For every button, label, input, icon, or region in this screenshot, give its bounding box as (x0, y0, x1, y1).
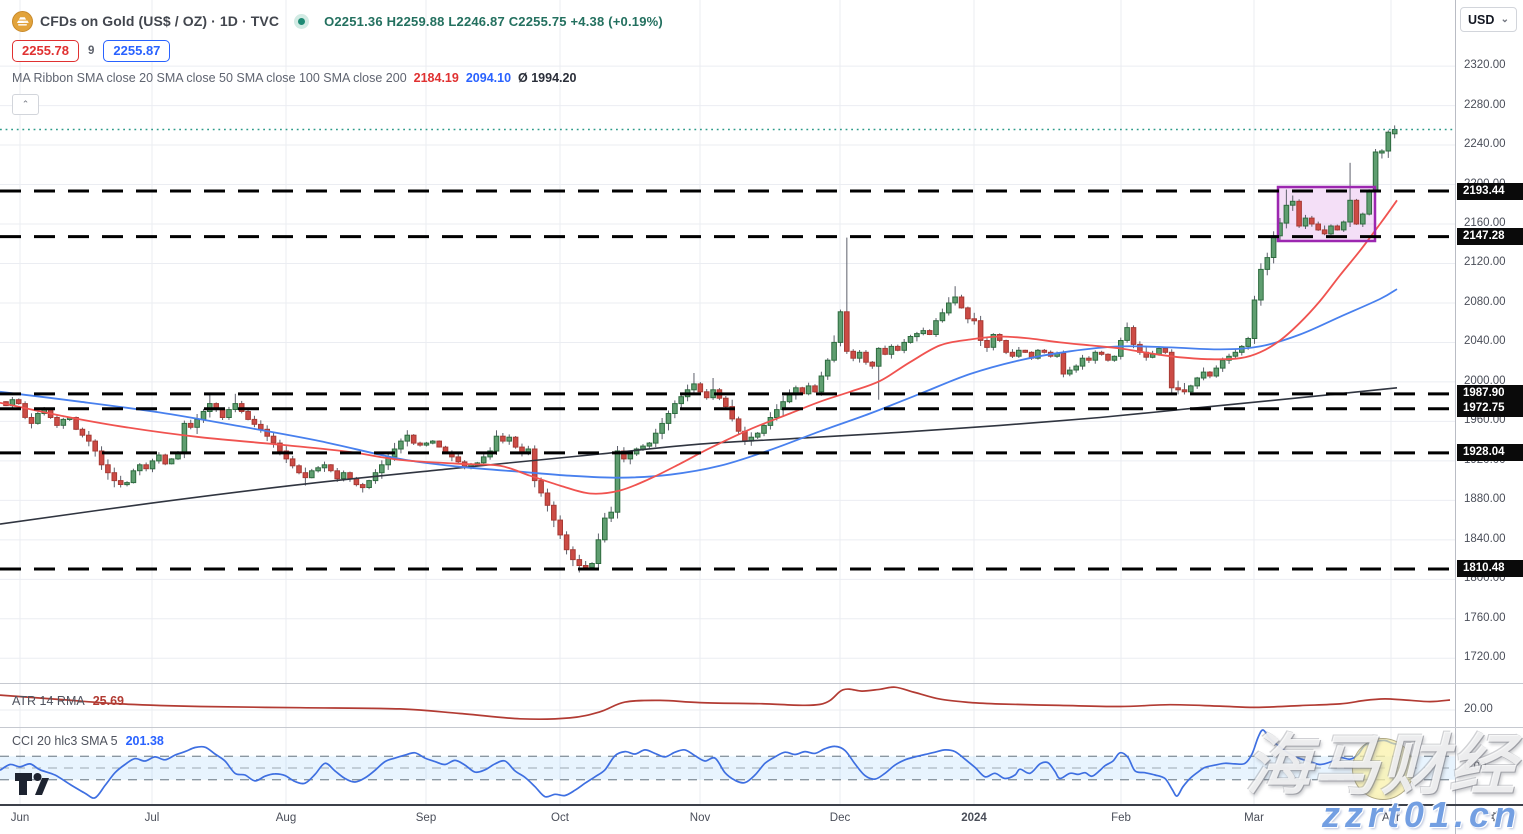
tradingview-logo[interactable] (14, 770, 50, 803)
x-axis-label: Oct (551, 812, 569, 824)
ma-ribbon-label: MA Ribbon SMA close 20 SMA close 50 SMA … (12, 71, 407, 85)
price-level-label: 1987.90 (1457, 385, 1523, 403)
ohlc-values: O2251.36 H2259.88 L2246.87 C2255.75 +4.3… (324, 13, 663, 29)
price-axis[interactable]: USD ⌄ 2320.002280.002240.002200.002160.0… (1455, 0, 1523, 834)
chevron-down-icon: ⌄ (1500, 14, 1509, 25)
price-tick: 2120.00 (1464, 256, 1506, 269)
gold-coin-icon (12, 10, 33, 32)
x-axis-label: 2024 (961, 812, 987, 824)
bar-countdown: 9 (88, 45, 95, 57)
cci-pane-legend[interactable]: CCI 20 hlc3 SMA 5 201.38 (12, 734, 164, 748)
x-axis-label: Aug (275, 812, 297, 824)
ma-value-slow: Ø 1994.20 (518, 71, 577, 85)
x-axis-label: Feb (1111, 812, 1131, 824)
watermark-stamp-circle (1352, 738, 1414, 800)
x-axis-label: Jul (144, 812, 160, 824)
price-tick: 20.00 (1464, 703, 1493, 715)
atr-pane-legend[interactable]: ATR 14 RMA 25.69 (12, 694, 124, 708)
axis-separator (0, 804, 1523, 806)
atr-label: ATR 14 RMA (12, 694, 85, 708)
x-axis-label: Dec (829, 812, 851, 824)
chevron-up-icon: ⌃ (21, 99, 30, 109)
symbol-row[interactable]: CFDs on Gold (US$ / OZ) · 1D · TVC O2251… (12, 8, 663, 34)
market-status-dot (294, 13, 310, 29)
price-level-label: 1972.75 (1457, 400, 1523, 418)
atr-line (0, 686, 1451, 720)
x-axis-label: Mar (1244, 812, 1264, 824)
bid-price[interactable]: 2255.78 (12, 40, 79, 62)
currency-label: USD (1468, 12, 1495, 27)
cci-value: 201.38 (125, 734, 164, 748)
x-axis-label: Sep (415, 812, 437, 824)
atr-value: 25.69 (92, 694, 124, 708)
pane-separator-main-atr[interactable] (0, 683, 1523, 684)
ma-value-fast: 2184.19 (413, 71, 459, 85)
price-tick: 1960.00 (1464, 414, 1506, 427)
price-level-label: 2147.28 (1457, 228, 1523, 246)
price-tick: 1720.00 (1464, 651, 1506, 664)
ma-ribbon-legend[interactable]: MA Ribbon SMA close 20 SMA close 50 SMA … (12, 71, 663, 85)
pane-separator-atr-cci[interactable] (0, 727, 1523, 728)
x-axis-label: Nov (689, 812, 711, 824)
price-tick: 0.00 (1464, 761, 1487, 773)
price-tick: 1760.00 (1464, 611, 1506, 624)
cci-line (0, 729, 1399, 799)
price-tick: 1840.00 (1464, 532, 1506, 545)
cci-label: CCI 20 hlc3 SMA 5 (12, 734, 118, 748)
price-tick: 1880.00 (1464, 493, 1506, 506)
bid-ask-row: 2255.78 9 2255.87 (12, 40, 663, 62)
price-level-label: 1928.04 (1457, 444, 1523, 462)
currency-dropdown[interactable]: USD ⌄ (1460, 7, 1517, 32)
sma-line-black (0, 387, 1398, 525)
price-tick: 2160.00 (1464, 217, 1506, 229)
price-tick: 2080.00 (1464, 295, 1506, 308)
price-tick: 2320.00 (1464, 59, 1506, 72)
x-axis-label: Apr (1382, 812, 1400, 824)
watermark-text: 海马财经 (1245, 728, 1517, 802)
price-tick: 2040.00 (1464, 335, 1506, 348)
x-axis-label: Jun (10, 812, 30, 824)
consolidation-box (1276, 185, 1377, 243)
chart-legend: CFDs on Gold (US$ / OZ) · 1D · TVC O2251… (12, 8, 663, 115)
collapse-legend-button[interactable]: ⌃ (12, 94, 39, 115)
price-tick: 2000.00 (1464, 374, 1506, 387)
ask-price[interactable]: 2255.87 (103, 40, 171, 62)
price-tick: 2240.00 (1464, 138, 1506, 151)
sma-line-blue (0, 288, 1398, 479)
price-level-label: 2193.44 (1457, 182, 1523, 200)
symbol-title[interactable]: CFDs on Gold (US$ / OZ) · 1D · TVC (40, 13, 280, 29)
price-chart[interactable] (0, 0, 1455, 834)
watermark-site: zzrt01.cn (1321, 794, 1521, 834)
ma-value-mid: 2094.10 (465, 71, 512, 85)
sma-line-red (0, 199, 1398, 495)
price-level-label: 1810.48 (1457, 560, 1523, 578)
settings-gear-icon[interactable]: ⚙ (1490, 809, 1504, 826)
price-tick: 2280.00 (1464, 98, 1506, 111)
